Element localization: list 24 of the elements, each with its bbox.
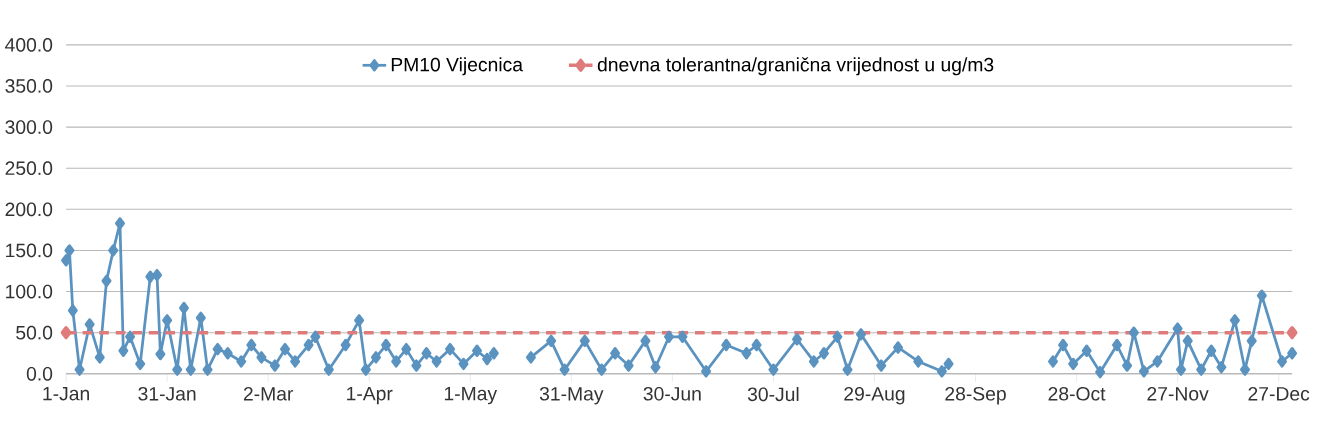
y-tick-label: 50.0 <box>16 326 53 340</box>
x-tick-label: 29-Aug <box>844 387 905 405</box>
x-tick-label: 1-May <box>444 387 498 405</box>
x-tick-label: 27-Nov <box>1147 387 1209 401</box>
x-tick-label: 31-Jan <box>138 387 196 401</box>
y-tick-label: 100.0 <box>6 284 53 299</box>
y-tick-label: 150.0 <box>6 243 53 258</box>
x-tick-label: 1-Jan <box>43 387 89 401</box>
y-tick-label: 300.0 <box>5 120 53 135</box>
x-tick-label: 31-May <box>539 387 604 405</box>
y-tick-label: 400.0 <box>5 38 53 52</box>
legend-label: dnevna tolerantna/granična vrijednost u ug/m3 <box>597 57 994 76</box>
x-tick-label: 28-Sep <box>945 387 1006 405</box>
y-tick-label: 350.0 <box>5 79 53 94</box>
legend-label: PM10 Vijecnica <box>391 57 524 76</box>
y-tick-label: 200.0 <box>5 202 53 217</box>
y-tick-label: 0.0 <box>26 367 53 381</box>
x-tick-label: 1-Apr <box>347 387 393 405</box>
x-tick-label: 30-Jun <box>643 387 701 401</box>
x-tick-label: 2-Mar <box>243 387 294 401</box>
y-tick-label: 250.0 <box>5 161 53 176</box>
x-tick-label: 30-Jul <box>747 387 799 402</box>
x-tick-label: 27-Dec <box>1248 387 1310 401</box>
x-tick-label: 28-Oct <box>1048 387 1106 401</box>
